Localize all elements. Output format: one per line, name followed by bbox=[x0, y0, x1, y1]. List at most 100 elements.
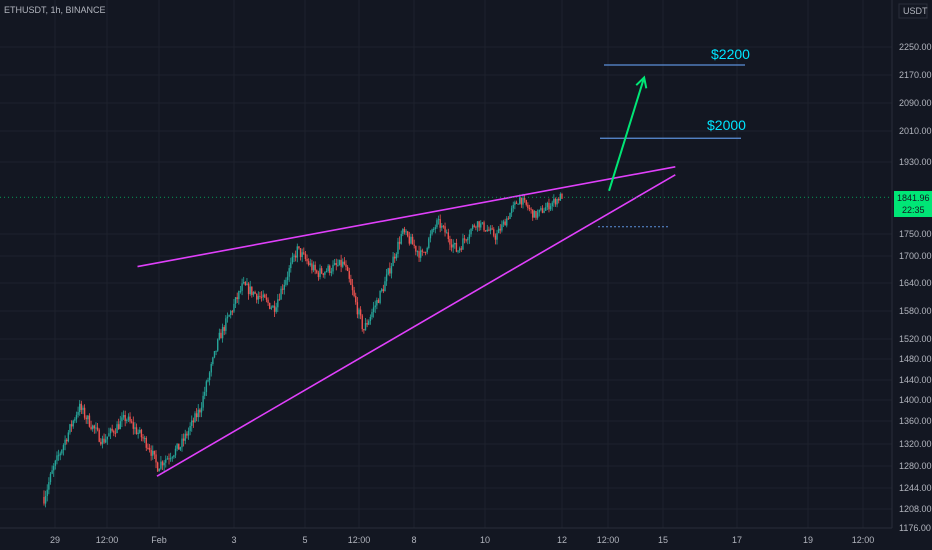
candle-body bbox=[126, 419, 128, 422]
last-price-value: 1841.96 bbox=[897, 193, 930, 203]
time-tick-label: 12:00 bbox=[597, 535, 620, 545]
candle-body bbox=[272, 305, 274, 308]
candle-body bbox=[148, 447, 151, 450]
currency-label: USDT bbox=[903, 6, 928, 16]
candle-body bbox=[83, 407, 86, 418]
candle-body bbox=[389, 268, 391, 274]
candle-body bbox=[178, 443, 180, 450]
candle-body bbox=[408, 236, 411, 244]
candle-body bbox=[104, 439, 107, 443]
price-tick-label: 1176.00 bbox=[899, 523, 931, 533]
candle-body bbox=[327, 265, 329, 272]
candle-body bbox=[314, 264, 316, 271]
candle-body bbox=[359, 309, 362, 316]
candle-body bbox=[119, 421, 122, 430]
target-label[interactable]: $2000 bbox=[707, 117, 746, 133]
candle-body bbox=[152, 450, 154, 456]
candle-body bbox=[108, 433, 110, 437]
price-tick-label: 1520.00 bbox=[899, 334, 932, 344]
candle-body bbox=[441, 225, 443, 228]
candle-body bbox=[215, 350, 217, 352]
candle-body bbox=[460, 248, 462, 250]
candle-body bbox=[476, 221, 479, 228]
wedge-upper-line[interactable] bbox=[137, 166, 676, 268]
candle-body bbox=[397, 241, 399, 254]
time-axis[interactable]: 29 12:00 Feb 3 5 12:00 8 10 12 12:00 15 17 19 12:00 bbox=[50, 535, 874, 545]
candle-body bbox=[277, 299, 279, 308]
candle-body bbox=[499, 228, 501, 231]
candle-body bbox=[202, 395, 204, 408]
candle-body bbox=[270, 307, 273, 309]
candle-body bbox=[142, 437, 144, 439]
candle-body bbox=[454, 243, 456, 245]
candle-body bbox=[395, 253, 398, 259]
candle-body bbox=[137, 432, 139, 435]
candle-body bbox=[525, 200, 527, 205]
candle-body bbox=[533, 211, 536, 218]
candle-body bbox=[447, 232, 450, 240]
currency-badge[interactable] bbox=[898, 3, 928, 19]
candle-body bbox=[199, 409, 201, 413]
candle-body bbox=[402, 228, 404, 235]
candle-body bbox=[46, 489, 48, 497]
candle-body bbox=[483, 222, 485, 231]
candle-body bbox=[280, 288, 282, 300]
symbol-label[interactable]: ETHUSDT, 1h, BINANCE bbox=[4, 5, 106, 15]
candle-body bbox=[59, 453, 61, 456]
candle-body bbox=[432, 229, 435, 231]
candle-body bbox=[356, 302, 359, 315]
candle-body bbox=[517, 203, 519, 205]
target-label[interactable]: $2200 bbox=[711, 46, 750, 62]
candle-body bbox=[355, 296, 357, 303]
candle-body bbox=[530, 208, 532, 210]
last-price-tag: 1841.96 22:35 bbox=[894, 191, 932, 217]
candle-body bbox=[514, 202, 516, 205]
candle-body bbox=[160, 461, 162, 469]
price-axis[interactable]: 2250.00 2170.00 2090.00 2010.00 1930.00 1750.… bbox=[899, 42, 932, 533]
candle-body bbox=[496, 233, 498, 240]
price-tick-label: 1480.00 bbox=[899, 354, 932, 364]
candle-body bbox=[527, 204, 529, 208]
candle-body bbox=[161, 461, 164, 466]
candle-body bbox=[522, 198, 524, 205]
candle-body bbox=[311, 263, 313, 271]
candle-body bbox=[186, 433, 188, 436]
candle-body bbox=[532, 209, 534, 218]
candle-body bbox=[69, 424, 71, 433]
candle-body bbox=[205, 381, 208, 392]
price-tick-label: 2250.00 bbox=[899, 42, 932, 52]
time-tick-label: 29 bbox=[50, 535, 60, 545]
candle-body bbox=[217, 339, 219, 351]
wedge-lower-line[interactable] bbox=[156, 174, 676, 477]
candle-body bbox=[114, 432, 117, 434]
candle-body bbox=[70, 424, 73, 427]
candle-body bbox=[561, 194, 563, 199]
candle-body bbox=[93, 425, 96, 429]
candle-body bbox=[44, 496, 47, 504]
price-tick-label: 2090.00 bbox=[899, 98, 932, 108]
price-tick-label: 1700.00 bbox=[899, 251, 932, 261]
candle-body bbox=[403, 228, 406, 233]
price-tick-label: 1280.00 bbox=[899, 461, 932, 471]
candle-body bbox=[61, 450, 63, 454]
projection-arrow[interactable] bbox=[608, 77, 646, 192]
candle-body bbox=[189, 425, 191, 431]
candle-body bbox=[275, 307, 277, 312]
candle-body bbox=[236, 297, 238, 300]
candle-body bbox=[535, 211, 537, 218]
candle-body bbox=[171, 457, 173, 459]
candle-body bbox=[309, 263, 311, 265]
candle-body bbox=[98, 429, 100, 442]
time-tick-label: 10 bbox=[480, 535, 490, 545]
candle-body bbox=[286, 276, 289, 281]
candle-body bbox=[467, 238, 469, 241]
price-tick-label: 1400.00 bbox=[899, 395, 932, 405]
candle-body bbox=[512, 204, 514, 209]
candle-body bbox=[95, 427, 97, 429]
candle-body bbox=[48, 482, 50, 490]
candle-body bbox=[493, 229, 495, 236]
candle-body bbox=[445, 232, 448, 234]
candle-body bbox=[486, 229, 488, 232]
candle-body bbox=[254, 291, 256, 294]
